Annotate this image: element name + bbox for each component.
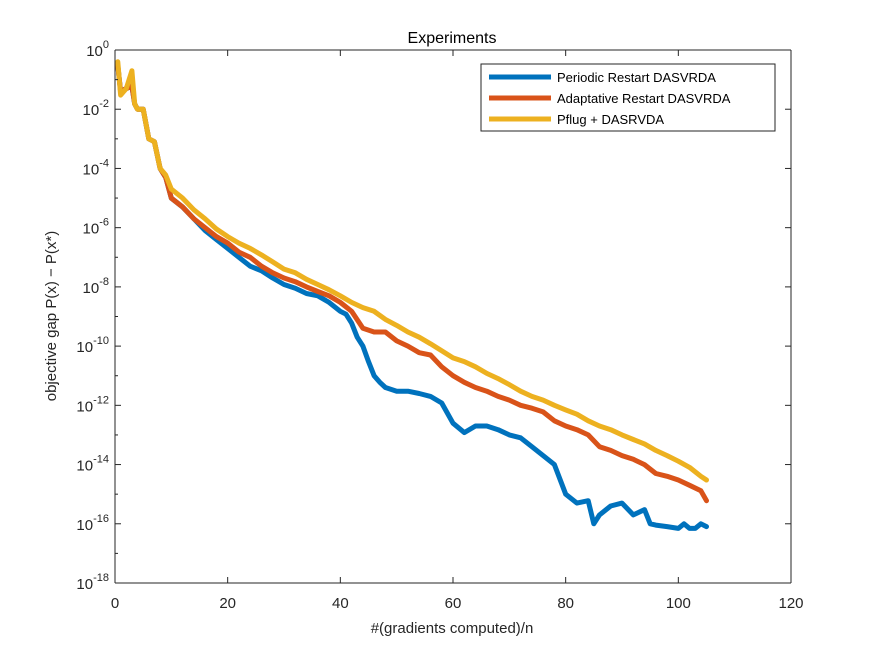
- y-tick-label: 10-2: [83, 98, 109, 119]
- x-tick-label: 100: [666, 595, 691, 612]
- y-tick-label: 10-14: [76, 454, 109, 475]
- chart-title: Experiments: [408, 30, 497, 47]
- series-line-2: [115, 59, 709, 483]
- y-tick-label: 10-10: [76, 335, 109, 356]
- y-tick-label: 10-4: [83, 157, 109, 178]
- y-axis-label: objective gap P(x) − P(x*): [43, 231, 60, 402]
- legend: Periodic Restart DASVRDA Adaptative Resta…: [480, 63, 776, 132]
- x-tick-label: 80: [557, 595, 574, 612]
- x-tick-label: 20: [219, 595, 236, 612]
- y-tick-label: 10-6: [83, 217, 109, 238]
- x-tick-label: 40: [332, 595, 349, 612]
- plot-background: [115, 50, 791, 583]
- legend-label-1: Adaptative Restart DASVRDA: [557, 91, 731, 106]
- x-tick-label: 0: [111, 595, 119, 612]
- legend-label-0: Periodic Restart DASVRDA: [557, 70, 716, 85]
- y-tick-label: 100: [86, 39, 109, 60]
- y-axis-ticks: 10-18 10-16 10-14 10-12 10-10 10-8 10-6 10-4 10-…: [76, 39, 791, 593]
- y-tick-label: 10-18: [76, 572, 109, 593]
- legend-label-2: Pflug + DASRVDA: [557, 112, 664, 127]
- x-tick-label: 120: [778, 595, 803, 612]
- y-tick-label: 10-12: [76, 394, 109, 415]
- x-axis-label: #(gradients computed)/n: [371, 620, 534, 637]
- x-axis-ticks: 0 20 40 60 80 100 120: [111, 50, 804, 612]
- y-tick-label: 10-8: [83, 276, 109, 297]
- plot-area: [114, 49, 792, 584]
- y-tick-label: 10-16: [76, 513, 109, 534]
- x-tick-label: 60: [445, 595, 462, 612]
